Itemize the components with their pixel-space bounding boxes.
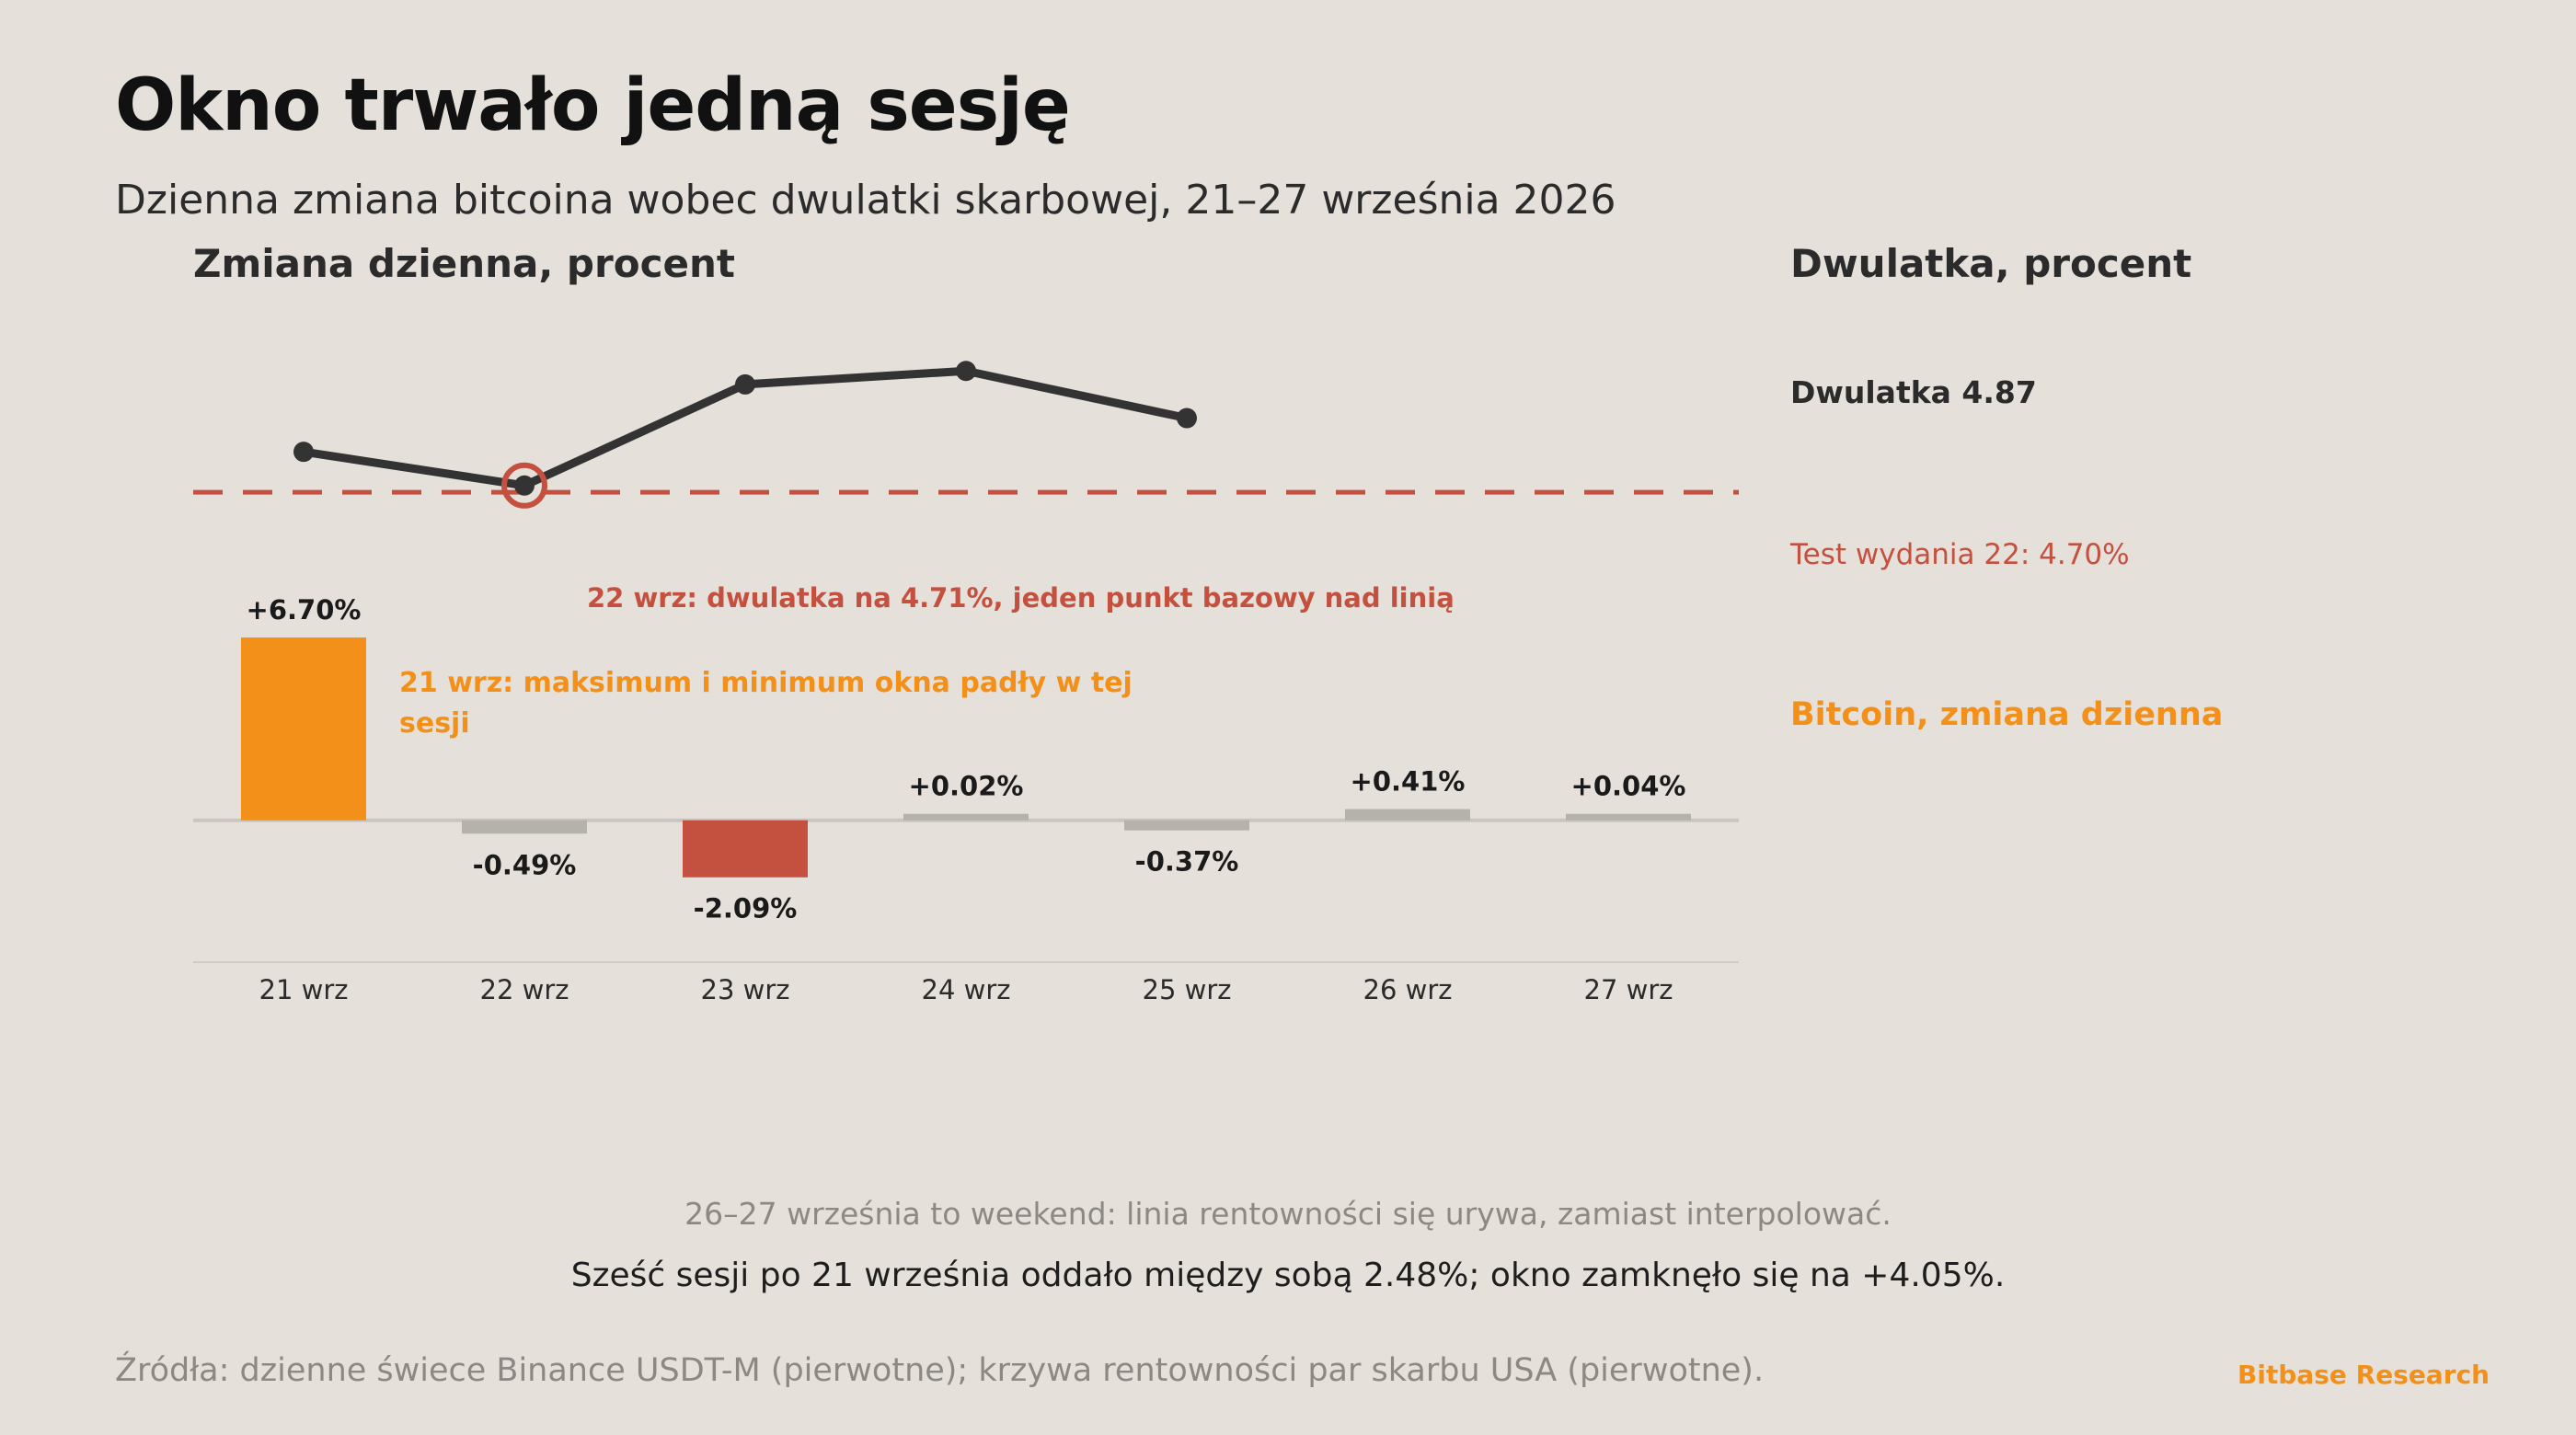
bar-labels-group: +6.70% -0.49% -2.09% +0.02% -0.37% +0.41% +0.0… (247, 594, 1686, 924)
left-axis-title: Zmiana dzienna, procent (193, 241, 735, 286)
x-tick-label: 27 wrz (1584, 974, 1673, 1005)
bar-25-wrz (1124, 820, 1249, 831)
bar-value-label: +0.02% (909, 771, 1024, 802)
bitcoin-series-label: Bitcoin, zmiana dzienna (1790, 696, 2223, 733)
yield-point (514, 475, 535, 496)
bar-27-wrz (1566, 813, 1691, 821)
bar-value-label: -0.37% (1135, 846, 1239, 878)
right-axis-title: Dwulatka, procent (1790, 241, 2192, 286)
bar-annotation-line-2: sesji (399, 707, 470, 740)
x-tick-labels: 21 wrz 22 wrz 23 wrz 24 wrz 25 wrz 26 wrz 27 w… (259, 974, 1673, 1005)
chart-subtitle: Dzienna zmiana bitcoina wobec dwulatki s… (115, 177, 1616, 224)
x-tick-label: 22 wrz (480, 974, 569, 1005)
x-tick-label: 21 wrz (259, 974, 349, 1005)
yield-point (735, 373, 755, 395)
x-tick-label: 23 wrz (701, 974, 790, 1005)
bar-24-wrz (903, 813, 1029, 821)
summary-note: Sześć sesji po 21 września oddało między… (570, 1257, 2006, 1294)
bars-group (241, 637, 1691, 878)
bar-value-label: +0.04% (1571, 771, 1686, 802)
bar-26-wrz (1345, 809, 1470, 821)
yield-point (1177, 408, 1197, 429)
source-note: Źródła: dzienne świece Binance USDT-M (p… (115, 1352, 1765, 1389)
yield-annotation: 22 wrz: dwulatka na 4.71%, jeden punkt b… (587, 582, 1455, 614)
brand-label: Bitbase Research (2237, 1360, 2490, 1390)
bar-22-wrz (462, 820, 587, 834)
bar-value-label: -2.09% (694, 893, 798, 924)
bar-23-wrz (683, 820, 808, 878)
weekend-note: 26–27 września to weekend: linia rentown… (684, 1196, 1892, 1232)
x-tick-label: 25 wrz (1143, 974, 1232, 1005)
bar-value-label: -0.49% (473, 849, 577, 880)
yield-end-label: Dwulatka 4.87 (1790, 374, 2037, 410)
x-tick-label: 26 wrz (1363, 974, 1453, 1005)
yield-point (293, 442, 314, 463)
bar-value-label: +0.41% (1351, 766, 1466, 798)
highlight-ring (501, 462, 547, 509)
chart-title: Okno trwało jedną sesję (115, 64, 1071, 147)
bar-value-label: +6.70% (247, 594, 362, 626)
bar-21-wrz (241, 637, 366, 821)
threshold-label: Test wydania 22: 4.70% (1789, 538, 2130, 571)
bar-annotation: 21 wrz: maksimum i minimum okna padły w … (399, 667, 1142, 740)
x-tick-label: 24 wrz (922, 974, 1011, 1005)
yield-point (956, 361, 976, 382)
yield-points-group (293, 361, 1197, 496)
bar-annotation-line-1: 21 wrz: maksimum i minimum okna padły w … (399, 667, 1133, 699)
